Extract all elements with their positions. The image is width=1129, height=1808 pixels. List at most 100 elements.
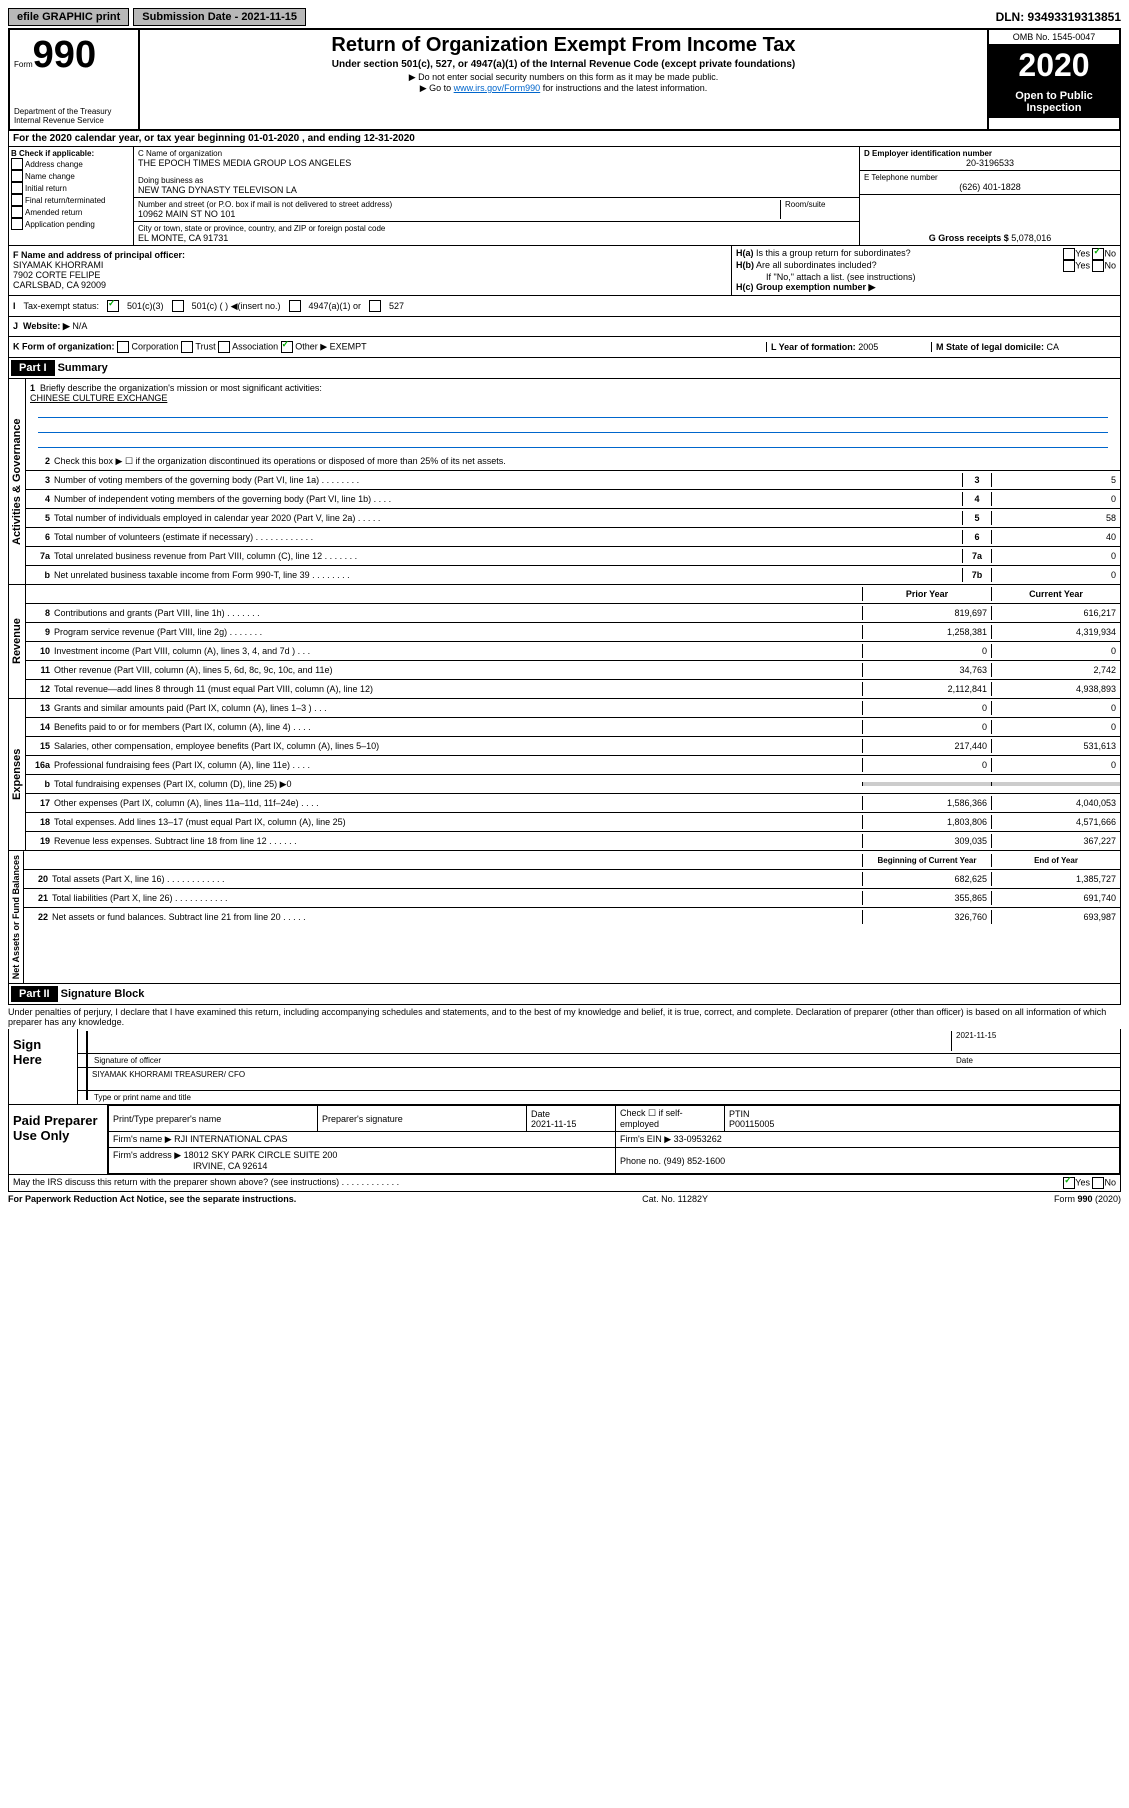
net-line-21: 21Total liabilities (Part X, line 26) . …	[24, 889, 1120, 908]
discuss-no[interactable]	[1092, 1177, 1104, 1189]
ein-lbl: Firm's EIN ▶	[620, 1134, 671, 1144]
s2: Check this box ▶ ☐ if the organization d…	[54, 454, 1120, 469]
officer-addr2: CARLSBAD, CA 92009	[13, 280, 727, 290]
col-end: End of Year	[991, 854, 1120, 867]
firm-ein: 33-0953262	[674, 1134, 722, 1144]
i-527: 527	[389, 301, 404, 311]
check-final[interactable]: Final return/terminated	[11, 194, 131, 206]
m-val: CA	[1047, 342, 1060, 352]
prep-sig-label: Preparer's signature	[318, 1106, 527, 1132]
dln: DLN: 93493319313851	[996, 10, 1121, 24]
org-name: THE EPOCH TIMES MEDIA GROUP LOS ANGELES	[138, 158, 855, 168]
check-trust[interactable]	[181, 341, 193, 353]
check-initial[interactable]: Initial return	[11, 182, 131, 194]
k-trust: Trust	[195, 341, 215, 351]
paid-prep-block: Paid Preparer Use Only Print/Type prepar…	[8, 1105, 1121, 1175]
cat-no: Cat. No. 11282Y	[642, 1194, 708, 1204]
k-assoc: Association	[232, 341, 278, 351]
print-name-label: Print/Type preparer's name	[109, 1106, 318, 1132]
gov-line-b: bNet unrelated business taxable income f…	[26, 566, 1120, 584]
summary-net: Net Assets or Fund Balances Beginning of…	[8, 851, 1121, 984]
check-assoc[interactable]	[218, 341, 230, 353]
ein: 20-3196533	[864, 158, 1116, 168]
perjury: Under penalties of perjury, I declare th…	[8, 1005, 1121, 1029]
note2-post: for instructions and the latest informat…	[540, 83, 707, 93]
check-amended[interactable]: Amended return	[11, 206, 131, 218]
paid-label: Paid Preparer Use Only	[9, 1105, 108, 1174]
check-name[interactable]: Name change	[11, 170, 131, 182]
exp-line-14: 14Benefits paid to or for members (Part …	[26, 718, 1120, 737]
type-name-label: Type or print name and title	[94, 1093, 191, 1102]
addr-label: Number and street (or P.O. box if mail i…	[138, 200, 780, 209]
mission-text: CHINESE CULTURE EXCHANGE	[30, 393, 167, 403]
check-pending[interactable]: Application pending	[11, 218, 131, 230]
exp-line-15: 15Salaries, other compensation, employee…	[26, 737, 1120, 756]
exp-line-16a: 16aProfessional fundraising fees (Part I…	[26, 756, 1120, 775]
top-bar: efile GRAPHIC print Submission Date - 20…	[8, 8, 1121, 26]
faddr2: IRVINE, CA 92614	[113, 1161, 267, 1171]
gov-line-3: 3Number of voting members of the governi…	[26, 471, 1120, 490]
col-c: C Name of organization THE EPOCH TIMES M…	[134, 147, 859, 245]
c-label: C Name of organization	[138, 149, 855, 158]
vert-exp: Expenses	[9, 699, 26, 850]
check-corp[interactable]	[117, 341, 129, 353]
i-4947: 4947(a)(1) or	[309, 301, 362, 311]
col-b: B Check if applicable: Address change Na…	[9, 147, 134, 245]
website: N/A	[72, 321, 87, 332]
discuss-yes[interactable]	[1063, 1177, 1075, 1189]
irs-link[interactable]: www.irs.gov/Form990	[454, 83, 541, 93]
exp-line-13: 13Grants and similar amounts paid (Part …	[26, 699, 1120, 718]
firm-name: RJI INTERNATIONAL CPAS	[174, 1134, 287, 1144]
net-line-22: 22Net assets or fund balances. Subtract …	[24, 908, 1120, 926]
note2-pre: ▶ Go to	[420, 83, 454, 93]
b3: Final return/terminated	[25, 196, 105, 205]
l-label: L Year of formation:	[771, 342, 856, 352]
k-other: Other ▶	[295, 341, 327, 351]
irs: Internal Revenue Service	[14, 116, 134, 125]
check-4947[interactable]	[289, 300, 301, 312]
vert-net: Net Assets or Fund Balances	[9, 851, 24, 983]
j-label: Website: ▶	[23, 321, 70, 332]
efile-btn[interactable]: efile GRAPHIC print	[8, 8, 129, 26]
col-begin: Beginning of Current Year	[862, 854, 991, 867]
exp-line-b: bTotal fundraising expenses (Part IX, co…	[26, 775, 1120, 794]
sign-block: Sign Here 2021-11-15 Signature of office…	[8, 1029, 1121, 1105]
check-501c[interactable]	[172, 300, 184, 312]
line-klm: K Form of organization: Corporation Trus…	[8, 337, 1121, 358]
b1: Name change	[25, 172, 75, 181]
rev-line-9: 9Program service revenue (Part VIII, lin…	[26, 623, 1120, 642]
section-bcd: B Check if applicable: Address change Na…	[8, 147, 1121, 246]
form-title: Return of Organization Exempt From Incom…	[144, 34, 983, 57]
summary-gov: Activities & Governance 1 Briefly descri…	[8, 379, 1121, 585]
note-ssn: ▶ Do not enter social security numbers o…	[144, 72, 983, 83]
part1-hdr: Part I	[11, 360, 55, 376]
summary-rev: Revenue Prior Year Current Year 8Contrib…	[8, 585, 1121, 699]
exp-line-19: 19Revenue less expenses. Subtract line 1…	[26, 832, 1120, 850]
exp-line-17: 17Other expenses (Part IX, column (A), l…	[26, 794, 1120, 813]
submission-btn[interactable]: Submission Date - 2021-11-15	[133, 8, 306, 26]
k-corp: Corporation	[132, 341, 179, 351]
i-label: Tax-exempt status:	[24, 301, 100, 311]
vert-gov: Activities & Governance	[9, 379, 26, 584]
check-527[interactable]	[369, 300, 381, 312]
discuss-row: May the IRS discuss this return with the…	[8, 1175, 1121, 1192]
sign-here: Sign Here	[9, 1029, 78, 1104]
check-address[interactable]: Address change	[11, 158, 131, 170]
part2-title: Signature Block	[61, 988, 145, 1000]
line-a: For the 2020 calendar year, or tax year …	[8, 131, 1121, 147]
check-501c3[interactable]	[107, 300, 119, 312]
gov-line-6: 6Total number of volunteers (estimate if…	[26, 528, 1120, 547]
col-prior: Prior Year	[862, 587, 991, 601]
summary-exp: Expenses 13Grants and similar amounts pa…	[8, 699, 1121, 851]
gov-line-4: 4Number of independent voting members of…	[26, 490, 1120, 509]
rev-line-11: 11Other revenue (Part VIII, column (A), …	[26, 661, 1120, 680]
vert-rev: Revenue	[9, 585, 26, 698]
check-other[interactable]	[281, 341, 293, 353]
tax-year: 2020	[989, 45, 1119, 86]
ptin-lbl: PTIN	[729, 1109, 750, 1119]
dba-label: Doing business as	[138, 176, 855, 185]
part1-title: Summary	[58, 362, 108, 374]
sign-date: 2021-11-15	[951, 1031, 1116, 1051]
i-501c: 501(c) ( ) ◀(insert no.)	[192, 301, 281, 312]
e-label: E Telephone number	[864, 173, 1116, 182]
